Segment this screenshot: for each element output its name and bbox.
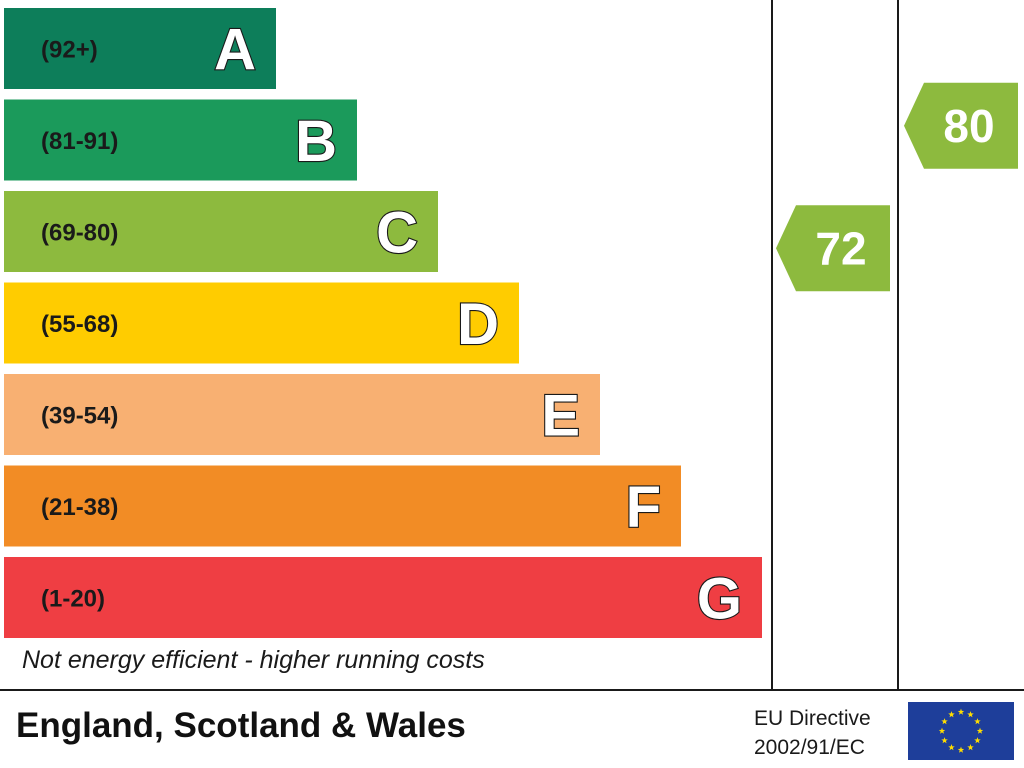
- band-d: (55-68) D: [4, 282, 519, 364]
- eu-star: [967, 744, 974, 751]
- potential-rating-value: 80: [943, 100, 994, 152]
- eu-star: [938, 727, 946, 734]
- band-c: (69-80) C: [4, 191, 438, 272]
- band-bar-b: [4, 99, 357, 181]
- band-f: (21-38) F: [4, 465, 681, 547]
- band-range-label: (1-20): [41, 586, 105, 613]
- band-bar-e: [4, 374, 600, 455]
- band-letter-label: G: [697, 567, 742, 632]
- eu-star: [974, 718, 981, 725]
- eu-star: [941, 718, 948, 725]
- directive-line-1: EU Directive: [754, 707, 871, 730]
- band-bar-g: [4, 557, 762, 638]
- chart-frame: [0, 0, 1024, 691]
- band-letter-label: F: [626, 475, 661, 540]
- band-bar-c: [4, 191, 438, 272]
- footnote-text: Not energy efficient - higher running co…: [22, 646, 485, 674]
- band-b: (81-91) B: [4, 99, 357, 181]
- current-rating-value: 72: [815, 222, 866, 274]
- rating-markers: 72 80: [776, 82, 1018, 292]
- potential-rating-arrow: [904, 82, 1018, 169]
- band-range-label: (69-80): [41, 220, 118, 247]
- band-a: (92+) A: [4, 8, 276, 89]
- eu-directive: EU Directive 2002/91/EC: [754, 704, 871, 762]
- band-letter-label: D: [457, 292, 499, 357]
- eu-star: [941, 737, 948, 744]
- eu-star: [967, 711, 974, 718]
- eu-flag-icon: [908, 702, 1014, 760]
- directive-line-2: 2002/91/EC: [754, 736, 865, 759]
- band-letter-label: C: [376, 201, 418, 266]
- region-label: England, Scotland & Wales: [16, 706, 466, 745]
- eu-star: [948, 744, 955, 751]
- eu-star: [974, 737, 981, 744]
- band-bar-a: [4, 8, 276, 89]
- eu-star: [957, 746, 965, 753]
- eu-star: [957, 708, 965, 715]
- eu-flag-stars: [938, 708, 984, 753]
- band-letter-label: B: [295, 109, 337, 174]
- band-letter-label: A: [214, 18, 256, 83]
- band-range-label: (21-38): [41, 494, 118, 521]
- band-range-label: (92+): [41, 37, 98, 64]
- band-range-label: (55-68): [41, 311, 118, 338]
- current-rating-arrow: [776, 205, 890, 292]
- band-bar-d: [4, 282, 519, 364]
- band-g: (1-20) G: [4, 557, 762, 638]
- band-letter-label: E: [541, 384, 580, 449]
- band-bar-f: [4, 465, 681, 547]
- current-rating-marker: 72: [776, 205, 890, 292]
- eu-star: [976, 727, 984, 734]
- band-range-label: (39-54): [41, 403, 118, 430]
- rating-bands: (92+) A (81-91) B (69-80) C (55-68) D (39-54) E (2…: [4, 8, 762, 638]
- band-range-label: (81-91): [41, 128, 118, 155]
- eu-star: [948, 711, 955, 718]
- band-e: (39-54) E: [4, 374, 600, 455]
- potential-rating-marker: 80: [904, 82, 1018, 169]
